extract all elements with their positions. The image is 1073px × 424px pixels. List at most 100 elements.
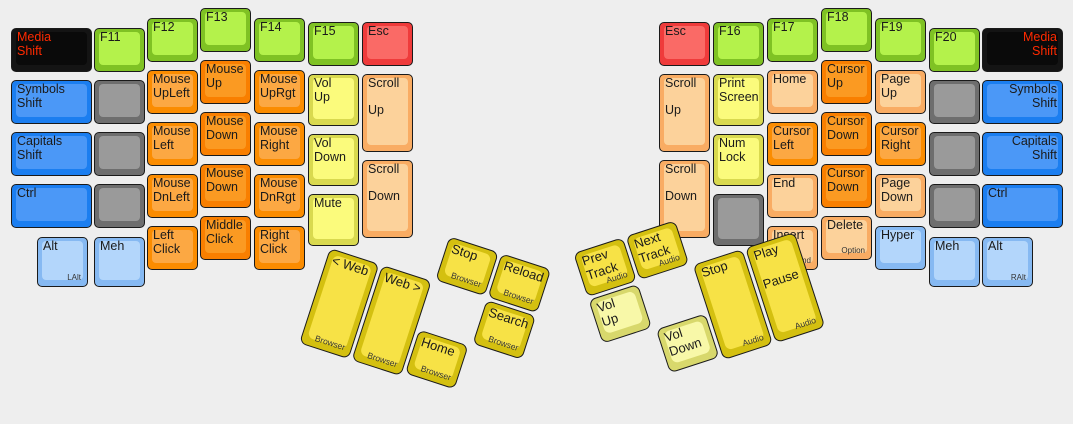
key-esc[interactable]: Esc <box>362 22 413 66</box>
keycap-surface <box>152 74 193 107</box>
key-esc[interactable]: Esc <box>659 22 710 66</box>
key-middle-click[interactable]: Middle Click <box>200 216 251 260</box>
key-delete[interactable]: Delete Option <box>821 216 872 260</box>
keycap-surface <box>934 32 975 65</box>
left-thumb-cluster: < Web Browser Web > Browser Stop Browser Reloa… <box>299 236 552 390</box>
key-page-down[interactable]: Page Down <box>875 174 926 218</box>
key-end[interactable]: End <box>767 174 818 218</box>
keycap-surface <box>880 126 921 159</box>
key-capitals-shift[interactable]: Capitals Shift <box>982 132 1063 176</box>
key-f15[interactable]: F15 <box>308 22 359 66</box>
key-mouse-upleft[interactable]: Mouse UpLeft <box>147 70 198 114</box>
keycap-surface <box>495 259 544 304</box>
keycap-surface <box>367 164 408 231</box>
keycap-surface <box>664 164 705 231</box>
key-cursor-left[interactable]: Cursor Left <box>767 122 818 166</box>
key-f17[interactable]: F17 <box>767 18 818 62</box>
key-ctrl[interactable]: Ctrl <box>982 184 1063 228</box>
keycap-surface <box>987 32 1058 65</box>
key-blank[interactable] <box>929 80 980 124</box>
key-f14[interactable]: F14 <box>254 18 305 62</box>
key-f20[interactable]: F20 <box>929 28 980 72</box>
keycap-surface <box>718 26 759 59</box>
keycap-surface <box>934 136 975 169</box>
key-mouse-down[interactable]: Mouse Down <box>200 164 251 208</box>
key-media-shift[interactable]: Media Shift <box>11 28 92 72</box>
key-scroll-down[interactable]: Scroll Down <box>362 160 413 238</box>
keycap-surface <box>313 138 354 179</box>
key-home[interactable]: Home Browser <box>404 329 469 390</box>
key-f16[interactable]: F16 <box>713 22 764 66</box>
key-ctrl[interactable]: Ctrl <box>11 184 92 228</box>
key-meh[interactable]: Meh <box>94 237 145 287</box>
key-mouse-right[interactable]: Mouse Right <box>254 122 305 166</box>
keycap-surface <box>16 188 87 221</box>
key-media-shift[interactable]: Media Shift <box>982 28 1063 72</box>
key-f19[interactable]: F19 <box>875 18 926 62</box>
key-f11[interactable]: F11 <box>94 28 145 72</box>
key-left-click[interactable]: Left Click <box>147 226 198 270</box>
keycap-surface <box>205 12 246 45</box>
keycap-surface <box>880 74 921 107</box>
key-stop[interactable]: Stop Browser <box>435 236 499 297</box>
keycap-surface <box>16 136 87 169</box>
keycap-surface <box>632 226 682 271</box>
keycap-surface <box>987 241 1028 280</box>
key-vol-down[interactable]: Vol Down <box>308 134 359 186</box>
keycap-surface <box>205 116 246 149</box>
keycap-surface <box>16 32 87 65</box>
key-mouse-uprgt[interactable]: Mouse UpRgt <box>254 70 305 114</box>
key-f13[interactable]: F13 <box>200 8 251 52</box>
key-hyper[interactable]: Hyper <box>875 226 926 270</box>
key-mouse-up[interactable]: Mouse Up <box>200 60 251 104</box>
key-mouse-down[interactable]: Mouse Down <box>200 112 251 156</box>
key-home[interactable]: Home <box>767 70 818 114</box>
keycap-surface <box>826 220 867 253</box>
keycap-surface <box>718 78 759 119</box>
key-cursor-down[interactable]: Cursor Down <box>821 164 872 208</box>
key-f18[interactable]: F18 <box>821 8 872 52</box>
keycap-surface <box>259 230 300 263</box>
key-cursor-right[interactable]: Cursor Right <box>875 122 926 166</box>
key-scroll-up[interactable]: Scroll Up <box>659 74 710 152</box>
key-blank[interactable] <box>94 184 145 228</box>
key-page-up[interactable]: Page Up <box>875 70 926 114</box>
keycap-surface <box>259 74 300 107</box>
key-mute[interactable]: Mute <box>308 194 359 246</box>
key-mouse-left[interactable]: Mouse Left <box>147 122 198 166</box>
key-capitals-shift[interactable]: Capitals Shift <box>11 132 92 176</box>
key-blank[interactable] <box>94 132 145 176</box>
right-thumb-cluster: Play Pause Audio Stop Audio Next Track Audio P… <box>573 220 826 374</box>
keycap-surface <box>772 74 813 107</box>
keycap-surface <box>16 84 87 117</box>
keycap-surface <box>367 26 408 59</box>
key-blank[interactable] <box>713 194 764 246</box>
key-blank[interactable] <box>929 132 980 176</box>
keycap-surface <box>772 126 813 159</box>
key-print-screen[interactable]: Print Screen <box>713 74 764 126</box>
key-vol-up[interactable]: Vol Up <box>308 74 359 126</box>
key-alt[interactable]: Alt RAlt <box>982 237 1033 287</box>
key-symbols-shift[interactable]: Symbols Shift <box>982 80 1063 124</box>
keycap-surface <box>663 320 712 364</box>
key-blank[interactable] <box>94 80 145 124</box>
key-right-click[interactable]: Right Click <box>254 226 305 270</box>
keycap-surface <box>152 22 193 55</box>
key-mouse-dnrgt[interactable]: Mouse DnRgt <box>254 174 305 218</box>
keycap-surface <box>367 78 408 145</box>
key-blank[interactable] <box>929 184 980 228</box>
key-num-lock[interactable]: Num Lock <box>713 134 764 186</box>
key-alt[interactable]: Alt LAlt <box>37 237 88 287</box>
key-f12[interactable]: F12 <box>147 18 198 62</box>
key-symbols-shift[interactable]: Symbols Shift <box>11 80 92 124</box>
key-scroll-up[interactable]: Scroll Up <box>362 74 413 152</box>
keycap-surface <box>99 136 140 169</box>
key-cursor-down[interactable]: Cursor Down <box>821 112 872 156</box>
keycap-surface <box>480 306 529 351</box>
keycap-surface <box>99 32 140 65</box>
keycap-surface <box>934 241 975 280</box>
key-mouse-dnleft[interactable]: Mouse DnLeft <box>147 174 198 218</box>
key-vol-down[interactable]: Vol Down <box>655 313 720 374</box>
key-meh[interactable]: Meh <box>929 237 980 287</box>
key-cursor-up[interactable]: Cursor Up <box>821 60 872 104</box>
